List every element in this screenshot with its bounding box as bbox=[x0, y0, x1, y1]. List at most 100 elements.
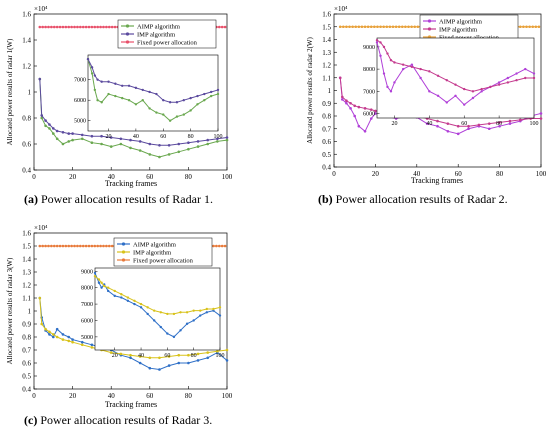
inset-y-tick-label: 7000 bbox=[81, 302, 93, 308]
y-axis-label: Allocated power results of radar 3(W) bbox=[6, 257, 14, 364]
data-point-imp bbox=[40, 322, 44, 326]
data-point-fixed bbox=[93, 244, 97, 248]
inset-y-tick-label: 9000 bbox=[81, 269, 93, 275]
y-tick-label: 0.6 bbox=[322, 138, 331, 146]
legend-marker bbox=[121, 242, 126, 246]
data-point-aimp bbox=[196, 359, 200, 362]
inset-data-point-aimp bbox=[120, 296, 123, 299]
data-point-aimp bbox=[425, 122, 429, 125]
legend-label: IMP algorithm bbox=[439, 27, 477, 34]
inset-data-point-aimp bbox=[162, 113, 165, 116]
x-tick-label: 60 bbox=[455, 170, 463, 178]
data-point-imp bbox=[109, 351, 113, 354]
data-point-fixed bbox=[410, 25, 413, 29]
inset-data-point-aimp bbox=[113, 294, 116, 298]
data-point-aimp bbox=[158, 155, 161, 159]
inset-data-point-aimp bbox=[515, 72, 518, 75]
inset-y-tick-label: 9000 bbox=[363, 45, 375, 51]
inset-data-point-aimp bbox=[436, 94, 440, 97]
inset-x-tick-label: 80 bbox=[191, 353, 197, 359]
inset-data-point-imp bbox=[185, 311, 189, 314]
y-tick-label: 0.5 bbox=[22, 373, 31, 381]
caption-b-text: Power allocation results of Radar 2. bbox=[335, 192, 508, 206]
data-point-aimp bbox=[177, 361, 181, 365]
data-point-fixed bbox=[93, 25, 97, 29]
data-point-fixed bbox=[376, 25, 379, 29]
caption-c: (c) Power allocation results of Radar 3. bbox=[24, 413, 212, 428]
data-point-fixed bbox=[223, 25, 227, 29]
inset-series-line-aimp bbox=[94, 272, 221, 338]
data-point-aimp bbox=[456, 132, 460, 136]
data-point-fixed bbox=[351, 25, 354, 29]
data-point-imp bbox=[52, 127, 55, 130]
data-point-imp bbox=[67, 339, 71, 343]
inset-data-point-imp bbox=[196, 94, 199, 98]
inset-data-point-aimp bbox=[497, 81, 501, 84]
inset-data-point-imp bbox=[379, 41, 382, 44]
inset-data-point-aimp bbox=[382, 72, 386, 75]
inset-data-point-aimp bbox=[379, 54, 382, 57]
data-point-fixed bbox=[70, 244, 73, 248]
inset-data-point-aimp bbox=[175, 115, 179, 118]
x-tick-label: 0 bbox=[32, 173, 36, 181]
data-point-imp bbox=[369, 108, 373, 111]
y-tick-label: 1 bbox=[328, 87, 332, 95]
data-point-fixed bbox=[41, 244, 44, 248]
data-point-imp bbox=[138, 355, 142, 358]
inset-x-tick-label: 20 bbox=[106, 134, 112, 140]
x-tick-label: 0 bbox=[332, 170, 336, 178]
data-point-aimp bbox=[148, 153, 152, 156]
data-point-fixed bbox=[391, 25, 395, 29]
data-point-fixed bbox=[220, 244, 224, 248]
data-point-fixed bbox=[110, 244, 114, 248]
inset-data-point-aimp bbox=[96, 98, 99, 102]
inset-data-point-imp bbox=[454, 83, 457, 86]
data-point-fixed bbox=[76, 244, 79, 248]
y-tick-label: 0.4 bbox=[322, 164, 331, 172]
data-point-fixed bbox=[354, 25, 358, 29]
y-tick-label: 0.6 bbox=[22, 360, 31, 368]
inset-series-line-imp bbox=[94, 275, 221, 315]
data-point-fixed bbox=[64, 25, 68, 29]
inset-data-point-aimp bbox=[148, 107, 151, 110]
caption-c-label: (c) bbox=[24, 413, 38, 427]
data-point-fixed bbox=[528, 25, 531, 29]
data-point-fixed bbox=[64, 244, 68, 248]
inset-x-tick-label: 20 bbox=[112, 353, 118, 359]
inset-data-point-aimp bbox=[185, 322, 189, 325]
legend-label: Fixed power allocation bbox=[137, 40, 198, 47]
inset-data-point-aimp bbox=[375, 41, 379, 44]
inset-data-point-imp bbox=[419, 67, 422, 71]
legend-marker bbox=[427, 27, 432, 31]
data-point-imp bbox=[80, 133, 84, 137]
legend-marker bbox=[427, 19, 432, 23]
inset-data-point-imp bbox=[121, 84, 124, 88]
y-tick-label: 1.6 bbox=[322, 11, 331, 19]
data-point-fixed bbox=[99, 244, 102, 248]
caption-a-label: (a) bbox=[24, 192, 38, 206]
data-point-aimp bbox=[539, 112, 543, 115]
data-point-imp bbox=[129, 138, 132, 142]
inset-x-tick-label: 80 bbox=[496, 121, 502, 127]
data-point-imp bbox=[61, 338, 65, 341]
inset-data-point-imp bbox=[532, 76, 536, 80]
inset-data-point-imp bbox=[139, 302, 143, 306]
inset-data-point-imp bbox=[103, 284, 106, 288]
inset-x-tick-label: 60 bbox=[164, 353, 170, 359]
data-point-imp bbox=[119, 137, 123, 141]
inset-data-point-aimp bbox=[203, 98, 206, 102]
data-point-imp bbox=[477, 123, 481, 127]
data-point-imp bbox=[38, 296, 42, 300]
inset-data-point-aimp bbox=[216, 92, 220, 96]
inset-data-point-imp bbox=[100, 281, 103, 284]
data-point-fixed bbox=[96, 25, 99, 29]
inset-data-point-imp bbox=[126, 296, 130, 299]
data-point-aimp bbox=[357, 124, 361, 128]
data-point-fixed bbox=[338, 25, 342, 29]
data-point-fixed bbox=[87, 25, 91, 29]
inset-data-point-imp bbox=[97, 278, 101, 281]
y-scale-note: ×10⁴ bbox=[34, 224, 48, 232]
data-point-aimp bbox=[345, 101, 348, 105]
inset-data-point-aimp bbox=[168, 119, 172, 122]
caption-a-text: Power allocation results of Radar 1. bbox=[41, 192, 213, 206]
